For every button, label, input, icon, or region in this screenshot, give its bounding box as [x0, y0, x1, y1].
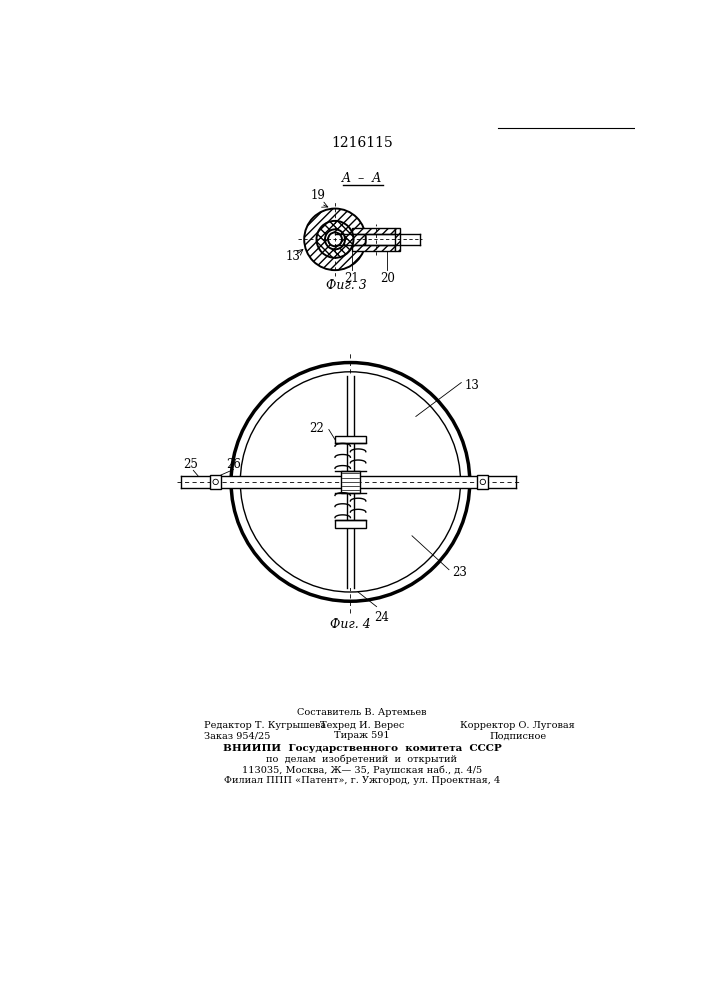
- Text: 25: 25: [183, 458, 198, 471]
- Circle shape: [317, 221, 354, 258]
- Text: 13: 13: [464, 379, 479, 392]
- Text: Составитель В. Артемьев: Составитель В. Артемьев: [297, 708, 427, 717]
- Text: Редактор Т. Кугрышева: Редактор Т. Кугрышева: [204, 721, 326, 730]
- Text: 113035, Москва, Ж— 35, Раушская наб., д. 4/5: 113035, Москва, Ж— 35, Раушская наб., д.…: [242, 765, 482, 775]
- Text: Корректор О. Луговая: Корректор О. Луговая: [460, 721, 575, 730]
- Text: по  делам  изобретений  и  открытий: по делам изобретений и открытий: [267, 754, 457, 764]
- Bar: [335, 436, 366, 443]
- Circle shape: [240, 372, 460, 592]
- Text: 1216115: 1216115: [331, 136, 393, 150]
- Text: A  –  A: A – A: [341, 172, 382, 185]
- Text: 24: 24: [374, 611, 389, 624]
- Bar: [181, 476, 516, 488]
- Text: Фиг. 4: Фиг. 4: [330, 618, 370, 631]
- Text: 20: 20: [380, 272, 395, 285]
- Circle shape: [480, 479, 486, 485]
- Circle shape: [231, 363, 469, 601]
- Circle shape: [304, 209, 366, 270]
- Bar: [352, 245, 395, 251]
- Bar: [352, 228, 395, 234]
- Text: 19: 19: [310, 189, 325, 202]
- Text: Заказ 954/25: Заказ 954/25: [204, 732, 271, 740]
- Bar: [395, 228, 400, 251]
- Text: Тираж 591: Тираж 591: [334, 732, 390, 740]
- Bar: [341, 471, 360, 493]
- Text: Фиг. 3: Фиг. 3: [326, 279, 367, 292]
- Circle shape: [213, 479, 218, 485]
- Bar: [346, 376, 354, 588]
- Text: ВНИИПИ  Государственного  комитета  СССР: ВНИИПИ Государственного комитета СССР: [223, 744, 501, 753]
- Text: 26: 26: [226, 458, 241, 471]
- Text: 13: 13: [285, 250, 300, 263]
- Text: 23: 23: [452, 566, 467, 579]
- Text: 22: 22: [309, 422, 324, 434]
- Circle shape: [325, 229, 345, 249]
- Text: Филиал ППП «Патент», г. Ужгород, ул. Проектная, 4: Филиал ППП «Патент», г. Ужгород, ул. Про…: [224, 776, 500, 785]
- Text: Подписное: Подписное: [489, 732, 546, 740]
- Text: 21: 21: [344, 272, 359, 285]
- Text: Техред И. Верес: Техред И. Верес: [320, 721, 404, 730]
- Bar: [210, 475, 221, 489]
- Bar: [477, 475, 489, 489]
- Circle shape: [328, 232, 342, 246]
- Bar: [335, 520, 366, 528]
